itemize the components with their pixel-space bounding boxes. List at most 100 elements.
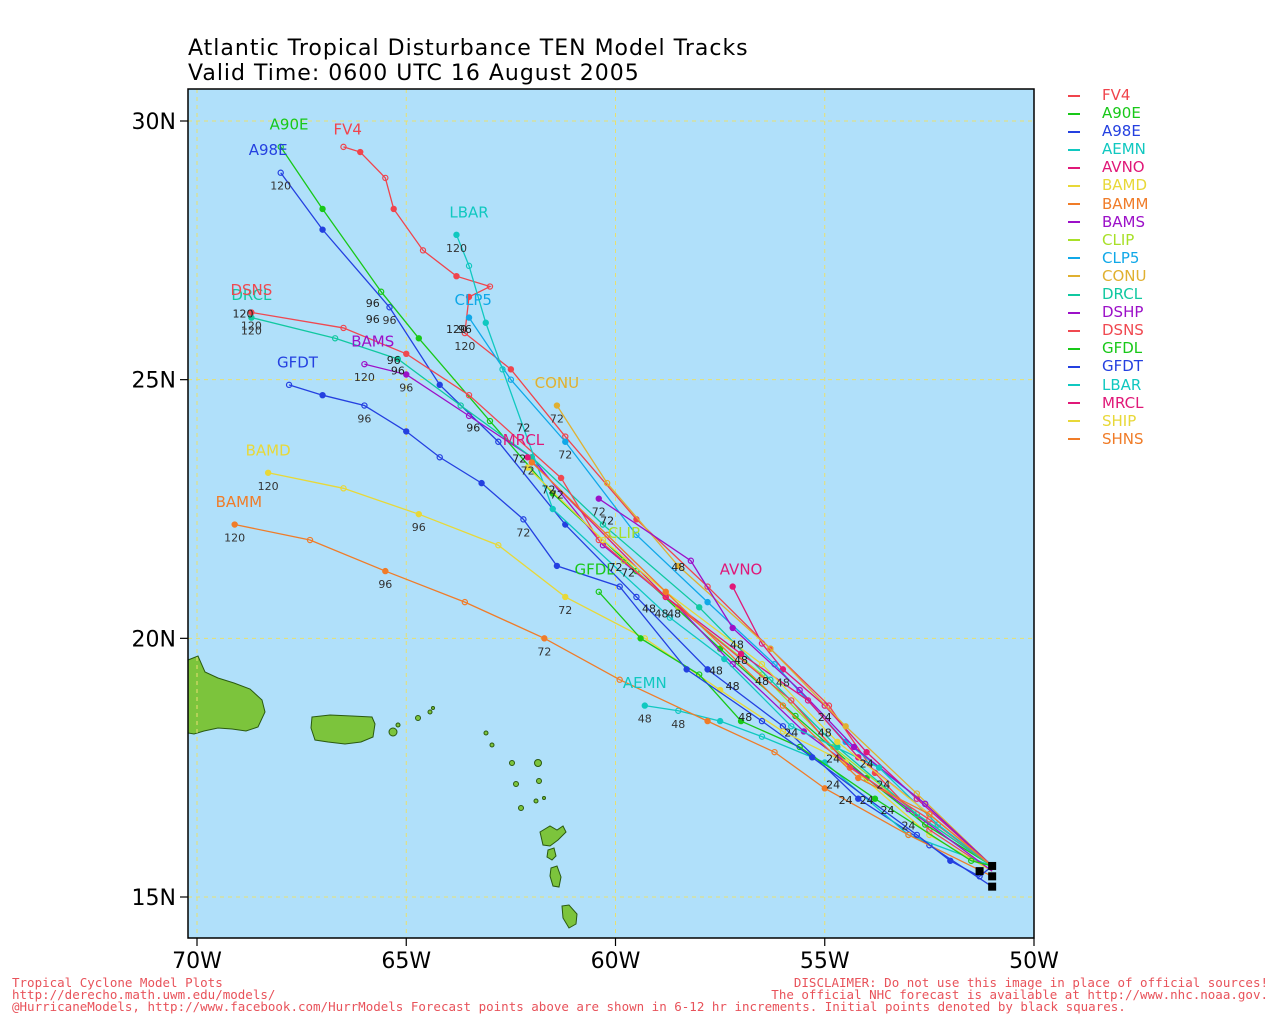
track-point — [913, 790, 921, 797]
hour-label: 96 — [366, 297, 380, 310]
model-name-label: A98E — [249, 141, 288, 159]
island-land — [513, 781, 519, 787]
track-point — [603, 479, 611, 487]
track-point — [507, 366, 515, 373]
track-point — [855, 795, 862, 802]
track-line — [531, 461, 993, 867]
track-point — [771, 748, 778, 756]
track-point — [549, 505, 556, 513]
x-tick-label: 50W — [1009, 949, 1059, 974]
legend-label: BAMS — [1102, 212, 1146, 231]
track-point — [553, 562, 561, 570]
track-point — [616, 583, 623, 590]
model-tracks — [231, 143, 993, 888]
island-land — [533, 798, 539, 804]
legend-swatch — [1068, 257, 1080, 260]
hour-label: 120 — [241, 319, 262, 332]
legend-swatch — [1068, 112, 1080, 115]
model-name-label: BAMS — [351, 333, 394, 351]
track-line — [251, 311, 993, 867]
track-gfdt — [285, 381, 993, 880]
hour-label: 72 — [537, 645, 551, 658]
track-point — [595, 495, 602, 502]
island-land — [395, 722, 401, 728]
track-point — [528, 459, 536, 466]
model-name-label: CONU — [535, 374, 579, 392]
track-point — [696, 604, 703, 611]
track-point — [704, 666, 711, 673]
hour-label: 72 — [558, 604, 572, 617]
track-point — [947, 857, 954, 864]
track-point — [595, 536, 602, 544]
track-point — [767, 676, 774, 683]
track-point — [499, 366, 506, 373]
track-point — [850, 743, 858, 751]
track-point — [465, 412, 473, 420]
hour-label: 72 — [542, 483, 556, 496]
hour-label: 120 — [258, 480, 279, 493]
plot-frame — [187, 88, 1035, 939]
track-point — [553, 402, 561, 409]
island-land — [431, 706, 435, 710]
hour-label: 24 — [818, 711, 832, 724]
track-point — [620, 557, 628, 564]
legend-swatch — [1068, 347, 1080, 350]
hour-label: 48 — [734, 654, 748, 667]
legend-swatch — [1068, 329, 1080, 332]
track-point — [863, 748, 870, 756]
track-point — [340, 324, 347, 332]
track-line — [268, 472, 993, 872]
x-tick-label: 70W — [172, 949, 222, 974]
track-point — [394, 355, 402, 363]
track-point — [357, 148, 364, 156]
hour-label: 48 — [709, 665, 723, 678]
hour-label: 72 — [558, 449, 572, 462]
track-point — [382, 174, 389, 182]
track-point — [377, 288, 385, 295]
legend-item-dshp: DSHP — [1068, 303, 1148, 321]
track-point — [696, 671, 703, 678]
legend-label: CONU — [1102, 266, 1147, 285]
legend-label: BAMD — [1102, 176, 1148, 195]
initial-position-square — [988, 861, 997, 870]
model-name-label: DSNS — [230, 281, 272, 299]
track-point — [524, 454, 531, 461]
hour-label: 96 — [458, 323, 472, 336]
grid-lines — [188, 89, 1034, 938]
legend-item-clp5: CLP5 — [1068, 249, 1148, 267]
track-point — [758, 717, 766, 725]
track-point — [921, 800, 929, 808]
island-land — [536, 778, 542, 784]
hispaniola-land — [187, 655, 266, 735]
track-aemn — [641, 702, 993, 867]
track-point — [465, 391, 473, 399]
track-point — [767, 645, 774, 652]
track-point — [968, 857, 975, 864]
x-tick-label: 60W — [591, 949, 641, 974]
hour-label: 120 — [233, 308, 254, 321]
track-point — [415, 335, 423, 342]
chart-subtitle: Valid Time: 0600 UTC 16 August 2005 — [188, 61, 640, 86]
track-point — [834, 738, 841, 746]
hour-label: 72 — [550, 413, 564, 426]
track-line — [598, 498, 993, 867]
track-point — [319, 226, 326, 233]
track-point — [913, 831, 921, 839]
model-name-label: A90E — [270, 115, 309, 133]
track-point — [842, 723, 849, 730]
legend-label: LBAR — [1102, 375, 1142, 394]
track-point — [804, 697, 812, 704]
hour-label: 120 — [354, 371, 375, 384]
x-tick-label: 55W — [800, 949, 850, 974]
track-line — [251, 316, 993, 867]
track-bamd — [264, 469, 993, 872]
track-point — [704, 717, 711, 725]
track-point — [675, 707, 682, 714]
legend-label: AVNO — [1102, 158, 1145, 177]
hour-label: 72 — [550, 489, 564, 502]
legend-swatch — [1068, 420, 1080, 423]
track-point — [306, 536, 314, 544]
track-point — [616, 676, 623, 683]
hour-label: 48 — [730, 639, 744, 652]
